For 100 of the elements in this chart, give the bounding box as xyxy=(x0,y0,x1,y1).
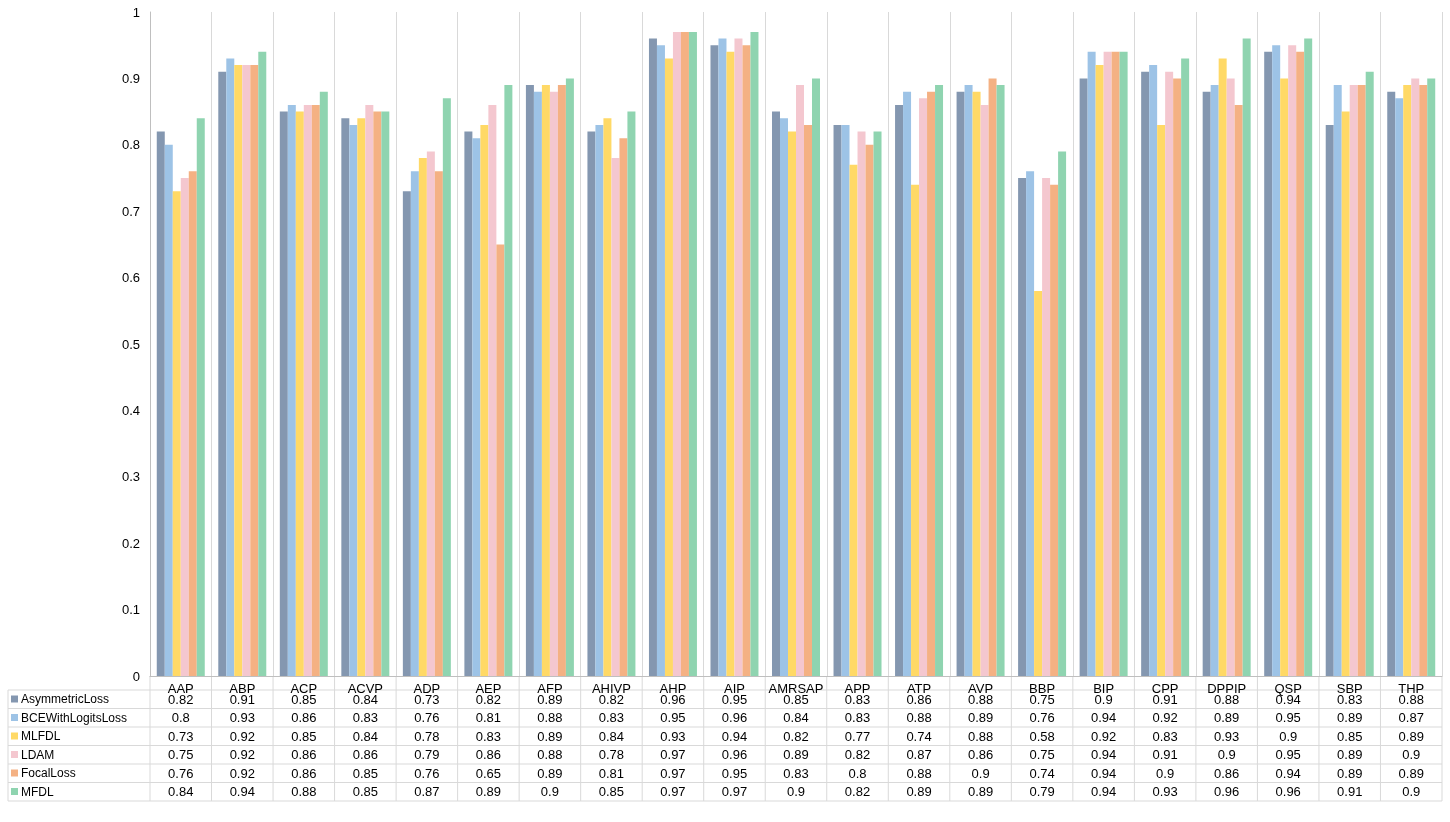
data-label: 0.92 xyxy=(1152,710,1178,726)
data-label: 0.86 xyxy=(291,765,317,781)
bar xyxy=(1103,51,1112,676)
data-label: 0.93 xyxy=(660,728,686,744)
bar xyxy=(895,104,904,676)
data-label: 0.9 xyxy=(1156,765,1175,781)
bar xyxy=(349,124,358,676)
bar xyxy=(1242,38,1251,676)
data-label: 0.85 xyxy=(352,784,378,800)
bar xyxy=(911,184,920,676)
bar xyxy=(1272,45,1281,676)
x-tick-label: ACVP xyxy=(347,681,384,696)
data-label: 0.9 xyxy=(1217,747,1236,763)
data-label: 0.89 xyxy=(1337,747,1363,763)
y-tick-label: 0.3 xyxy=(121,469,140,485)
bar xyxy=(710,45,719,676)
data-label: 0.92 xyxy=(229,747,255,763)
legend-label: LDAM xyxy=(21,747,55,762)
data-label: 0.9 xyxy=(1402,784,1421,800)
bar xyxy=(796,85,804,676)
x-tick-label: ATP xyxy=(906,681,932,696)
x-tick-label: AHP xyxy=(659,681,687,696)
bar xyxy=(718,38,727,676)
bar xyxy=(1288,45,1297,676)
bar xyxy=(726,51,735,676)
bar xyxy=(1058,151,1067,676)
x-tick-label: SBP xyxy=(1336,681,1363,696)
y-tick-label: 0.9 xyxy=(121,70,140,86)
bar xyxy=(557,85,566,676)
data-label: 0.89 xyxy=(967,710,994,726)
bar xyxy=(1181,58,1190,676)
data-label: 0.84 xyxy=(352,728,378,744)
data-label: 0.65 xyxy=(475,765,502,781)
bar xyxy=(303,104,312,676)
bar xyxy=(1079,78,1088,676)
x-tick-label: AHIVP xyxy=(591,681,631,696)
data-label: 0.89 xyxy=(783,747,809,763)
y-tick-label: 1 xyxy=(132,4,140,20)
bar xyxy=(972,91,981,676)
data-label: 0.83 xyxy=(783,765,809,781)
bar xyxy=(156,131,165,676)
bar xyxy=(480,124,489,676)
bar xyxy=(833,124,842,676)
bar xyxy=(688,31,697,676)
x-tick-label: AEP xyxy=(475,681,502,696)
data-label: 0.94 xyxy=(721,728,748,744)
data-label: 0.82 xyxy=(844,747,871,763)
bar xyxy=(188,171,197,676)
data-label: 0.95 xyxy=(1275,710,1301,726)
data-label: 0.77 xyxy=(844,728,871,744)
y-tick-label: 0.2 xyxy=(121,535,140,551)
bar xyxy=(1387,91,1396,676)
data-label: 0.83 xyxy=(844,710,871,726)
bar xyxy=(418,158,427,676)
bar xyxy=(311,104,320,676)
x-tick-label: AMRSAP xyxy=(768,681,824,696)
bar xyxy=(1087,51,1096,676)
legend-label: MLFDL xyxy=(21,729,61,743)
bar xyxy=(1403,85,1412,676)
data-label: 0.85 xyxy=(1337,728,1363,744)
data-label: 0.94 xyxy=(1090,747,1117,763)
data-label: 0.87 xyxy=(906,747,932,763)
bar xyxy=(1411,78,1420,676)
data-label: 0.96 xyxy=(721,710,748,726)
bar xyxy=(1202,91,1211,676)
bar xyxy=(1325,124,1334,676)
data-label: 0.83 xyxy=(352,710,378,726)
data-label: 0.88 xyxy=(537,710,563,726)
bar xyxy=(1234,104,1243,676)
bar xyxy=(410,171,419,676)
data-label: 0.9 xyxy=(1279,728,1298,744)
legend-label: BCEWithLogitsLoss xyxy=(21,710,128,725)
bar xyxy=(1173,78,1182,676)
x-tick-label: BIP xyxy=(1093,681,1115,696)
data-label: 0.97 xyxy=(660,784,686,800)
data-label: 0.89 xyxy=(475,784,502,800)
bar xyxy=(1341,111,1350,676)
bar xyxy=(1119,51,1128,676)
bar xyxy=(1333,85,1342,676)
data-label: 0.89 xyxy=(537,765,563,781)
bar xyxy=(1026,171,1035,676)
bar xyxy=(873,131,882,676)
bar xyxy=(980,104,989,676)
data-label: 0.93 xyxy=(229,710,255,726)
data-label: 0.76 xyxy=(414,765,440,781)
data-label: 0.81 xyxy=(598,765,625,781)
y-tick-label: 0.7 xyxy=(121,203,140,219)
bar xyxy=(1042,178,1051,676)
x-tick-label: ACP xyxy=(290,681,318,696)
bar xyxy=(549,91,558,676)
bar xyxy=(1349,85,1358,676)
bar xyxy=(434,171,443,676)
bar xyxy=(1095,65,1104,676)
data-label: 0.93 xyxy=(1152,784,1178,800)
data-label: 0.86 xyxy=(967,747,994,763)
data-label: 0.89 xyxy=(1214,710,1240,726)
bar xyxy=(196,118,205,676)
data-label: 0.78 xyxy=(598,747,625,763)
data-label: 0.76 xyxy=(168,765,194,781)
data-label: 0.86 xyxy=(1214,765,1240,781)
